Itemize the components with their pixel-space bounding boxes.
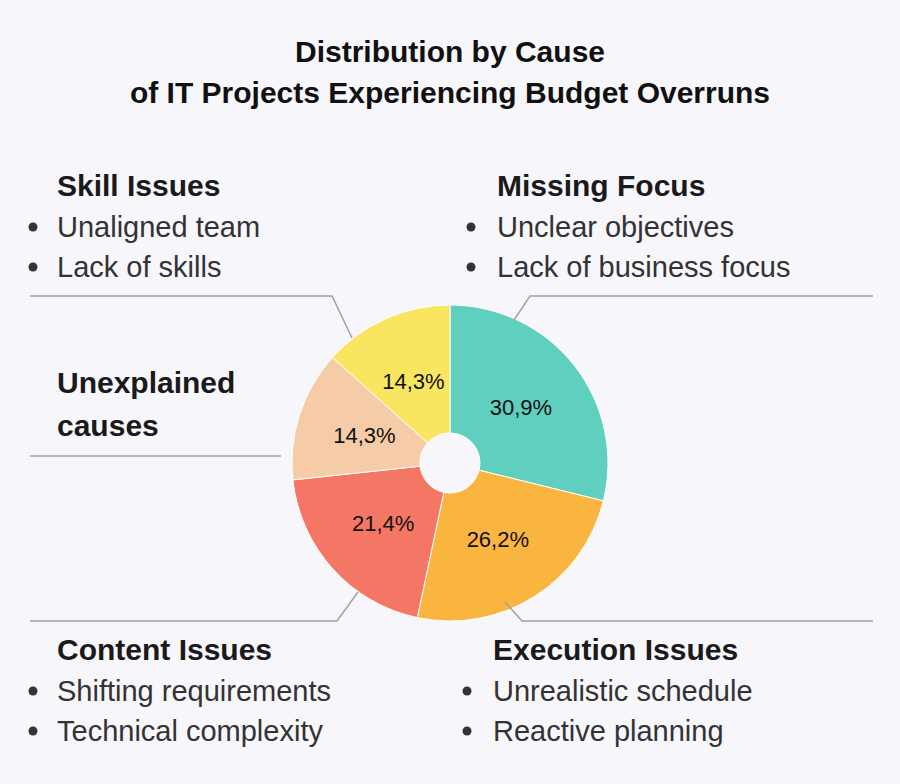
bullet <box>467 223 476 232</box>
data-label: 30,9% <box>490 395 552 420</box>
data-label: 14,3% <box>333 423 395 448</box>
data-label: 21,4% <box>352 511 414 536</box>
chart: Distribution by Cause of IT Projects Expe… <box>0 0 900 784</box>
category-label: Content Issues <box>57 633 272 666</box>
category-label: Missing Focus <box>497 169 705 202</box>
category-label: Skill Issues <box>57 169 220 202</box>
leader-line <box>30 592 358 621</box>
background <box>0 0 900 784</box>
slice <box>293 466 444 617</box>
pie: 30,9% 26,2% 21,4% 14,3% 14,3% <box>292 305 608 621</box>
title-line: Distribution by Cause <box>295 35 605 68</box>
category-label: Execution Issues <box>493 633 738 666</box>
category-line: Missing Focus <box>497 169 705 202</box>
data-label: 14,3% <box>382 369 444 394</box>
description: Shifting requirements <box>57 675 331 707</box>
description: Technical complexity <box>57 715 323 747</box>
slice <box>417 470 603 621</box>
category-line: Unexplained <box>57 366 235 399</box>
bullet <box>467 263 476 272</box>
bullet <box>463 687 472 696</box>
category-line: Execution Issues <box>493 633 738 666</box>
leader-line <box>30 455 281 457</box>
bullet <box>29 223 38 232</box>
description: Lack of business focus <box>497 251 790 283</box>
description: Unclear objectives <box>497 211 734 243</box>
bullet <box>29 687 38 696</box>
leader-line <box>505 602 873 621</box>
category-line: Content Issues <box>57 633 272 666</box>
category-line: Skill Issues <box>57 169 220 202</box>
description: Unrealistic schedule <box>493 675 753 707</box>
bullet <box>463 727 472 736</box>
bullet <box>29 727 38 736</box>
leader-line <box>514 296 873 320</box>
data-label: 26,2% <box>467 527 529 552</box>
description: Unaligned team <box>57 211 260 243</box>
description: Reactive planning <box>493 715 724 747</box>
category-label: Unexplained causes <box>57 366 235 442</box>
title: Distribution by Cause of IT Projects Expe… <box>130 35 770 109</box>
title-line: of IT Projects Experiencing Budget Overr… <box>130 76 770 109</box>
leader-line <box>30 296 352 338</box>
description: Lack of skills <box>57 251 221 283</box>
slice <box>450 305 608 501</box>
category-line: causes <box>57 409 159 442</box>
bullet <box>29 263 38 272</box>
